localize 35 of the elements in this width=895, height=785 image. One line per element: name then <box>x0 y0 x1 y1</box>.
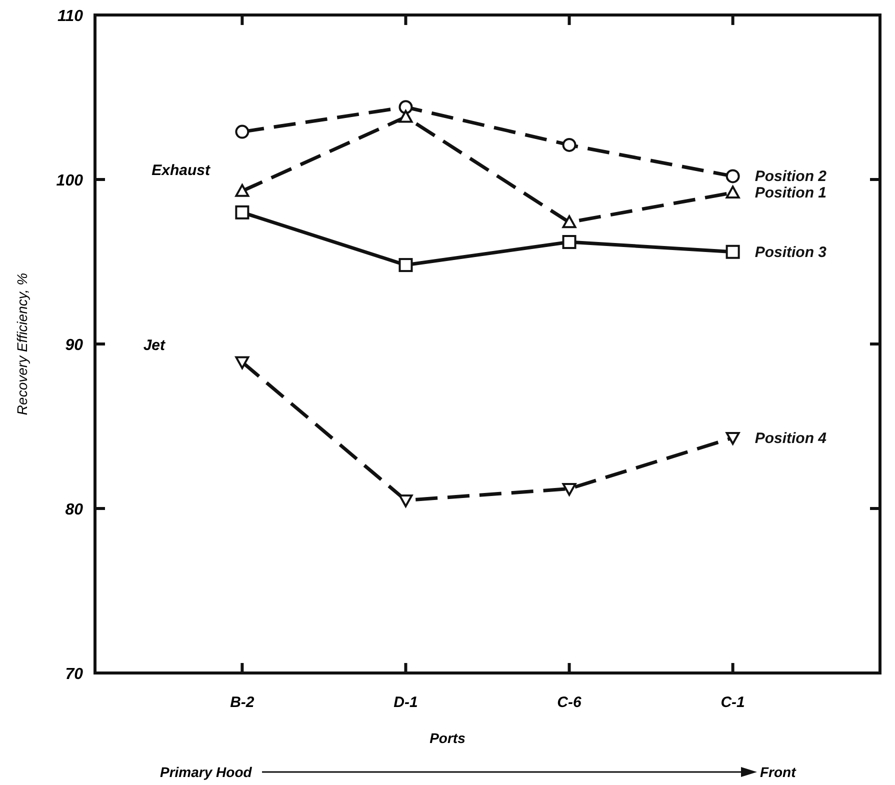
y-tick-label: 90 <box>65 337 84 354</box>
point <box>398 100 413 114</box>
text: Front <box>760 764 798 780</box>
point <box>235 184 250 197</box>
point <box>235 356 250 370</box>
text: Primary Hood <box>160 764 252 780</box>
point <box>562 482 576 496</box>
y-tick-label: 70 <box>65 666 84 683</box>
point <box>235 124 250 139</box>
series-label: Position 1 <box>754 184 826 202</box>
point <box>398 494 413 508</box>
point <box>726 186 740 198</box>
point <box>398 258 413 272</box>
x-tick-label: D-1 <box>394 694 418 711</box>
annotation: Exhaust <box>152 162 211 179</box>
y-tick-label: 100 <box>56 172 84 190</box>
y-tick-label: 80 <box>65 502 84 518</box>
point <box>562 138 576 152</box>
point <box>726 432 740 445</box>
series-label: Position 3 <box>754 244 828 261</box>
point <box>726 244 740 259</box>
x-tick-label: B-2 <box>230 694 255 711</box>
y-axis-title: Recovery Efficiency, % <box>14 272 30 416</box>
point <box>398 110 413 123</box>
point <box>562 235 576 250</box>
point <box>562 215 576 228</box>
y-tick-label: 110 <box>57 8 84 25</box>
x-axis-title: Ports <box>430 730 466 746</box>
point <box>726 169 740 184</box>
x-tick-label: C-6 <box>557 694 582 711</box>
x-tick-label: C-1 <box>720 694 745 711</box>
series-label: Position 4 <box>754 430 828 447</box>
point <box>235 205 250 220</box>
series-label: Position 2 <box>754 168 828 186</box>
annotation: Jet <box>143 337 166 354</box>
